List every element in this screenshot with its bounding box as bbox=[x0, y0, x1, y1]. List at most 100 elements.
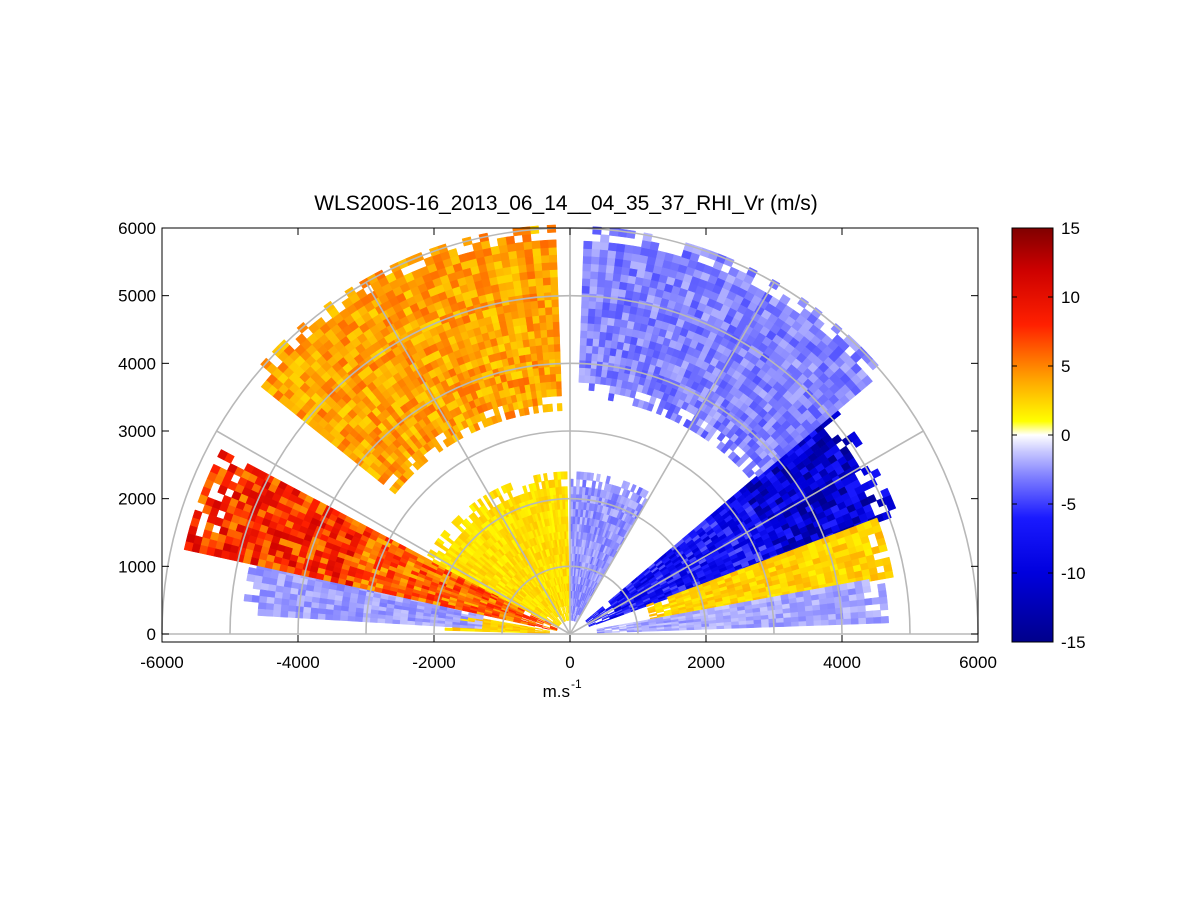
velocity-cell-4 bbox=[572, 486, 577, 495]
velocity-cell-9 bbox=[605, 332, 613, 341]
velocity-cell-1 bbox=[332, 609, 341, 616]
velocity-cell-8 bbox=[507, 250, 518, 260]
velocity-cell-9 bbox=[579, 337, 587, 346]
velocity-cell-1 bbox=[324, 614, 334, 621]
velocity-cell-1 bbox=[252, 581, 262, 590]
velocity-cell-0 bbox=[459, 628, 468, 632]
velocity-cell-8 bbox=[505, 235, 516, 245]
velocity-cell-8 bbox=[540, 336, 548, 346]
velocity-cell-5 bbox=[595, 620, 604, 625]
velocity-cell-7 bbox=[835, 618, 845, 625]
velocity-cell-8 bbox=[521, 233, 532, 243]
velocity-cell-7 bbox=[861, 579, 871, 588]
velocity-cell-7 bbox=[798, 620, 807, 627]
velocity-cell-8 bbox=[551, 306, 560, 315]
velocity-cell-7 bbox=[813, 619, 822, 626]
velocity-cell-7 bbox=[795, 591, 804, 598]
velocity-cell-9 bbox=[594, 308, 603, 318]
velocity-cell-7 bbox=[849, 605, 859, 613]
velocity-cell-7 bbox=[820, 613, 829, 621]
velocity-cell-1 bbox=[272, 603, 282, 612]
velocity-cell-8 bbox=[525, 263, 535, 273]
velocity-cell-8 bbox=[541, 262, 550, 271]
velocity-cell-3 bbox=[468, 503, 477, 513]
velocity-cell-1 bbox=[429, 622, 438, 627]
velocity-cell-8 bbox=[516, 256, 526, 266]
velocity-cell-8 bbox=[549, 366, 556, 375]
velocity-cell-8 bbox=[539, 247, 549, 256]
velocity-cell-9 bbox=[584, 367, 591, 376]
velocity-cell-1 bbox=[258, 595, 268, 604]
velocity-cell-8 bbox=[539, 239, 549, 249]
velocity-cell-0 bbox=[467, 628, 476, 632]
velocity-cell-7 bbox=[783, 621, 792, 627]
velocity-cell-1 bbox=[339, 610, 349, 617]
velocity-cell-8 bbox=[532, 322, 541, 332]
velocity-cell-7 bbox=[865, 610, 874, 618]
velocity-cell-8 bbox=[550, 388, 557, 397]
velocity-cell-9 bbox=[594, 375, 602, 385]
velocity-cell-7 bbox=[871, 597, 881, 605]
velocity-cell-7 bbox=[880, 616, 889, 624]
velocity-cell-9 bbox=[592, 330, 601, 340]
velocity-cell-8 bbox=[539, 329, 548, 338]
velocity-cell-7 bbox=[835, 607, 844, 614]
velocity-cell-1 bbox=[279, 610, 289, 618]
velocity-cell-1 bbox=[274, 591, 283, 600]
velocity-cell-8 bbox=[535, 344, 543, 354]
velocity-cell-8 bbox=[523, 248, 534, 258]
velocity-cell-1 bbox=[265, 603, 274, 611]
velocity-cell-8 bbox=[547, 343, 555, 353]
velocity-cell-2 bbox=[197, 494, 209, 505]
velocity-cell-3 bbox=[440, 532, 449, 541]
velocity-cell-7 bbox=[776, 621, 785, 628]
velocity-cell-8 bbox=[533, 270, 543, 279]
velocity-cell-7 bbox=[858, 617, 867, 625]
velocity-cell-0 bbox=[511, 630, 520, 633]
velocity-cell-8 bbox=[545, 388, 552, 398]
velocity-cell-7 bbox=[809, 588, 819, 596]
velocity-cell-8 bbox=[554, 358, 561, 367]
velocity-cell-1 bbox=[339, 615, 348, 622]
velocity-cell-1 bbox=[421, 621, 430, 626]
velocity-cell-9 bbox=[580, 322, 588, 331]
velocity-cell-1 bbox=[444, 623, 453, 628]
velocity-cell-9 bbox=[585, 352, 592, 362]
velocity-cell-8 bbox=[553, 336, 561, 345]
velocity-cell-9 bbox=[601, 309, 610, 318]
velocity-cell-9 bbox=[603, 346, 611, 356]
velocity-cell-9 bbox=[593, 323, 601, 332]
velocity-cell-5 bbox=[596, 606, 604, 613]
velocity-cell-3 bbox=[543, 473, 549, 482]
velocity-cell-1 bbox=[243, 594, 253, 603]
velocity-cell-7 bbox=[865, 616, 875, 624]
velocity-cell-7 bbox=[839, 583, 849, 591]
velocity-cell-9 bbox=[597, 346, 605, 355]
velocity-cell-1 bbox=[391, 619, 401, 625]
velocity-cell-9 bbox=[598, 338, 606, 348]
velocity-cell-9 bbox=[590, 353, 598, 362]
velocity-cell-5 bbox=[588, 622, 596, 627]
velocity-cell-2 bbox=[183, 541, 194, 552]
velocity-cell-1 bbox=[310, 607, 319, 615]
velocity-cell-7 bbox=[857, 611, 867, 619]
velocity-cell-3 bbox=[431, 558, 441, 566]
velocity-cell-1 bbox=[451, 624, 460, 628]
velocity-cell-8 bbox=[553, 351, 561, 360]
velocity-cell-8 bbox=[542, 284, 552, 293]
velocity-cell-8 bbox=[548, 246, 557, 256]
chart-title: WLS200S-16_2013_06_14__04_35_37_RHI_Vr (… bbox=[314, 192, 818, 215]
velocity-cell-4 bbox=[575, 478, 581, 488]
velocity-cell-1 bbox=[287, 605, 297, 613]
velocity-cell-9 bbox=[585, 337, 594, 347]
velocity-cell-8 bbox=[536, 299, 546, 309]
velocity-cell-0 bbox=[504, 630, 513, 633]
velocity-cell-4 bbox=[572, 501, 576, 510]
velocity-cell-8 bbox=[531, 247, 541, 257]
velocity-cell-1 bbox=[354, 616, 363, 622]
velocity-cell-3 bbox=[451, 519, 460, 528]
velocity-cell-8 bbox=[548, 358, 556, 368]
velocity-cell-1 bbox=[302, 612, 311, 619]
velocity-cell-1 bbox=[466, 625, 475, 629]
